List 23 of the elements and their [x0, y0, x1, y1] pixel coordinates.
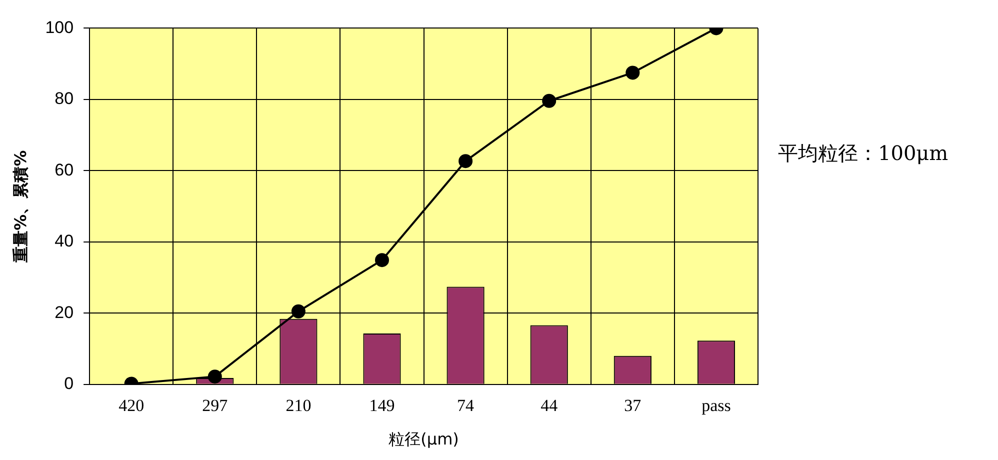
x-tick-label: 149	[369, 396, 395, 416]
x-tick-label: 74	[457, 396, 475, 416]
x-tick-label: 210	[286, 396, 312, 416]
point	[375, 253, 390, 268]
x-tick-label: 44	[540, 396, 558, 416]
y-tick-label: 60	[54, 160, 74, 180]
y-tick-label: 0	[64, 374, 74, 394]
y-axis-title: 重量%、累積%	[10, 150, 30, 264]
x-tick-label: pass	[702, 396, 731, 416]
point	[458, 154, 473, 168]
x-tick-label: 420	[118, 396, 144, 416]
x-axis-title: 粒径(μm)	[388, 430, 459, 449]
x-tick-label: 297	[202, 396, 228, 416]
point	[291, 304, 306, 318]
point	[542, 94, 556, 108]
y-tick-label: 80	[54, 89, 74, 108]
y-tick-label: 100	[45, 18, 74, 37]
point	[208, 370, 222, 384]
text: 平均粒径：100μm	[778, 140, 948, 167]
y-tick-label: 40	[54, 232, 74, 251]
point	[626, 66, 640, 80]
x-tick-label: 37	[624, 396, 642, 416]
y-tick-label: 20	[54, 302, 74, 322]
